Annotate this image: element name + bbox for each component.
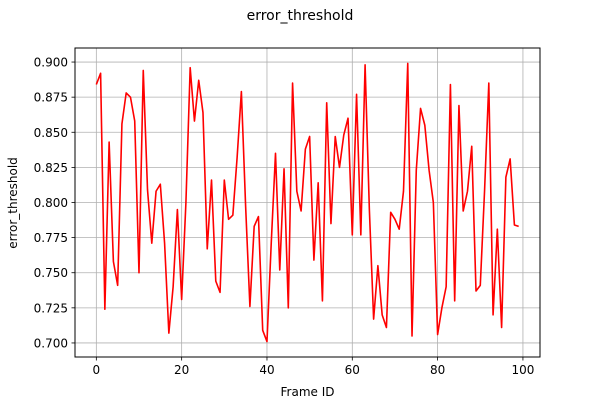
- y-tick-label: 0.800: [34, 196, 68, 210]
- x-tick-label: 40: [259, 363, 274, 377]
- grid-layer: [75, 48, 540, 357]
- y-tick-label: 0.850: [34, 126, 68, 140]
- y-tick-label: 0.775: [34, 231, 68, 245]
- x-axis-label: Frame ID: [281, 385, 335, 399]
- y-tick-label: 0.900: [34, 56, 68, 70]
- series-line: [95, 62, 519, 343]
- x-tick-label: 0: [93, 363, 101, 377]
- y-tick-label: 0.825: [34, 161, 68, 175]
- tick-layer: 0 20 40 60 80 100 0.700 0.725 0.750 0.775 0.800 0.8…: [34, 56, 535, 377]
- y-tick-label: 0.875: [34, 91, 68, 105]
- x-tick-label: 20: [174, 363, 189, 377]
- y-axis-label: error_threshold: [6, 157, 20, 249]
- chart-title: error_threshold: [247, 8, 354, 24]
- x-tick-label: 60: [345, 363, 360, 377]
- y-tick-label: 0.700: [34, 336, 68, 350]
- x-tick-label: 100: [511, 363, 534, 377]
- y-tick-label: 0.725: [34, 301, 68, 315]
- y-tick-label: 0.750: [34, 266, 68, 280]
- x-tick-label: 80: [430, 363, 445, 377]
- series-layer: [95, 62, 519, 343]
